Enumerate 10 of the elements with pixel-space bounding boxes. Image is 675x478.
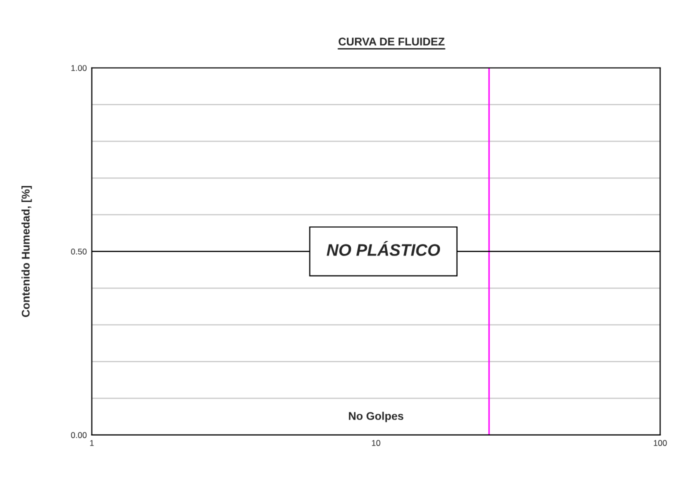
chart-title: CURVA DE FLUIDEZ	[338, 38, 444, 46]
x-tick-label: 1	[90, 440, 94, 446]
x-tick-label: 100	[654, 440, 667, 446]
y-tick-label: 0.00	[71, 432, 87, 438]
y-axis-title: Contenido Humedad, [%]	[21, 186, 32, 318]
y-tick-label: 1.00	[71, 65, 87, 71]
annotation: NO PLÁSTICO	[326, 241, 440, 256]
x-axis-title: No Golpes	[348, 412, 404, 422]
y-tick-label: 0.50	[71, 248, 87, 255]
x-tick-label: 10	[372, 440, 380, 446]
